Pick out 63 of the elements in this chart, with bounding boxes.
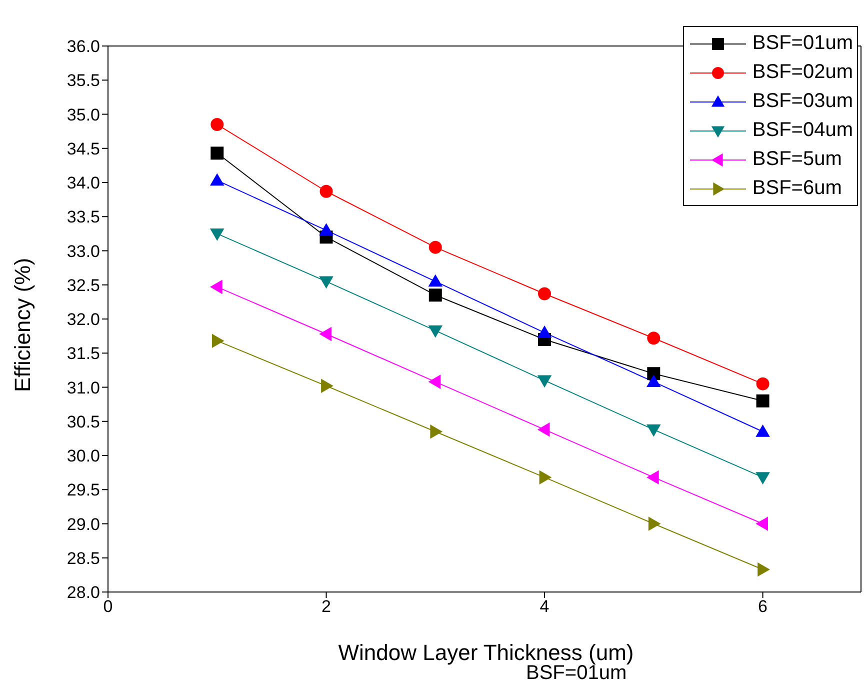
point (646, 424, 661, 437)
point (428, 240, 442, 254)
point (537, 326, 552, 338)
point (210, 146, 224, 160)
point (428, 325, 443, 338)
legend-label: BSF=02um (752, 61, 853, 84)
point (428, 288, 442, 302)
y-tick-label: 32.0 (66, 310, 100, 330)
y-tick-label: 33.5 (66, 208, 100, 227)
point (756, 424, 770, 437)
point (430, 424, 443, 439)
point (212, 334, 224, 348)
y-tick-label: 35.0 (66, 105, 100, 124)
y-tick-label: 32.5 (66, 276, 100, 295)
point (648, 516, 661, 531)
y-tick-label: 30.0 (66, 446, 100, 466)
point (756, 394, 770, 408)
y-tick-label: 31.0 (66, 378, 100, 398)
y-tick-label: 28.0 (66, 583, 100, 602)
point (319, 326, 332, 342)
y-tick-label: 34.5 (66, 139, 100, 158)
point (537, 375, 552, 388)
point (646, 470, 659, 484)
point (210, 118, 224, 131)
y-tick-label: 33.0 (66, 242, 100, 261)
point (321, 378, 334, 394)
y-tick-label: 34.0 (66, 174, 100, 193)
x-tick-label: 0 (103, 597, 113, 616)
point (210, 280, 222, 294)
point (539, 470, 552, 484)
point (319, 223, 334, 236)
y-tick-label: 29.0 (66, 514, 100, 534)
x-axis-title: Window Layer Thickness (um) (337, 640, 635, 665)
y-tick-label: 35.5 (66, 71, 100, 90)
y-tick-label: 31.5 (66, 344, 100, 364)
point (428, 274, 443, 287)
legend-label: BSF=04um (752, 119, 853, 142)
y-tick-label: 30.5 (66, 412, 100, 432)
point (756, 472, 770, 484)
point (538, 287, 552, 300)
point (537, 422, 550, 437)
point (320, 184, 333, 198)
x-tick-label: 2 (322, 597, 331, 616)
y-axis-title: Efficiency (%) (10, 257, 36, 392)
legend-label: BSF=01um (752, 32, 853, 55)
point (756, 377, 770, 390)
point (428, 374, 441, 389)
point (319, 276, 334, 289)
point (210, 228, 224, 241)
x-tick-label: 4 (540, 597, 550, 616)
legend-label: BSF=5um (752, 148, 842, 171)
legend-label: BSF=03um (752, 90, 853, 113)
x-tick-label: 6 (758, 597, 768, 616)
point (210, 173, 224, 186)
point (647, 332, 660, 345)
point (647, 367, 660, 380)
point (758, 562, 770, 577)
y-tick-label: 29.5 (66, 480, 100, 500)
point (756, 516, 768, 531)
y-tick-label: 28.5 (66, 548, 100, 568)
y-tick-label: 36.0 (66, 37, 100, 56)
point (646, 374, 661, 387)
legend-label: BSF=6um (752, 177, 842, 200)
